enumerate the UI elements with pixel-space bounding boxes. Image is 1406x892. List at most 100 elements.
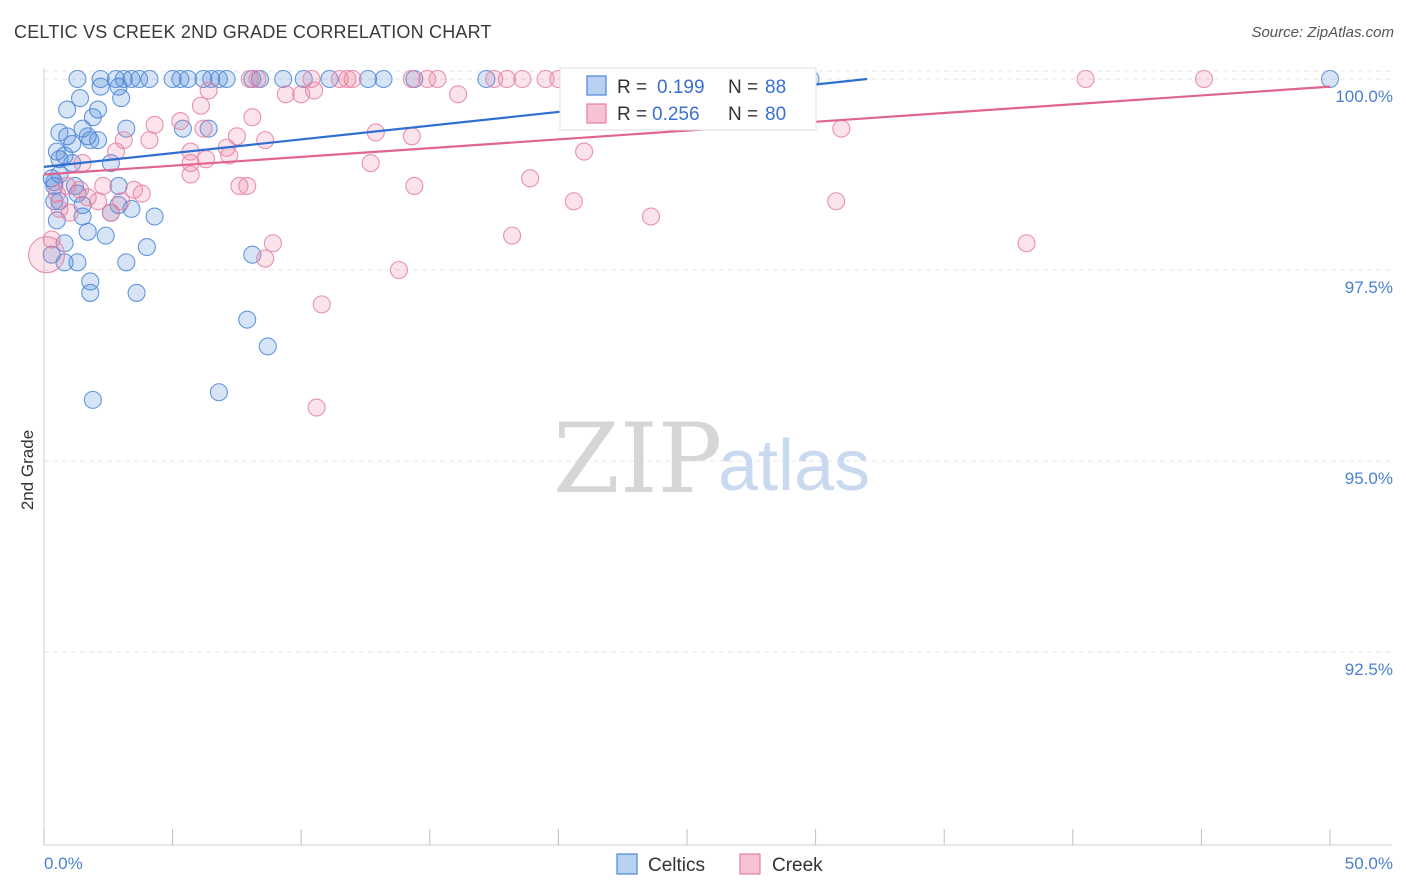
legend-n-label-creek: N = <box>728 104 758 125</box>
tick-labels: 92.5% 95.0% 97.5% 100.0% 0.0% 50.0% <box>44 87 1393 873</box>
legend-r-value-creek: 0.256 <box>652 104 700 125</box>
celtics-point <box>117 119 136 138</box>
creek-point <box>191 96 210 115</box>
creek-point <box>402 69 421 89</box>
creek-point <box>243 108 262 127</box>
creek-point <box>256 131 275 150</box>
creek-point <box>230 176 249 196</box>
creek-point <box>832 119 851 138</box>
creek-point <box>78 188 97 207</box>
creek-point <box>88 192 108 211</box>
celtics-point <box>130 69 149 89</box>
legend-n-value-celtics: 88 <box>765 77 786 98</box>
creek-point <box>312 295 331 314</box>
creek-point <box>42 230 61 249</box>
celtics-point <box>81 283 100 302</box>
celtics-point <box>274 69 293 89</box>
celtics-point <box>68 69 87 89</box>
celtics-point <box>145 207 164 226</box>
celtics-point <box>238 310 257 329</box>
creek-point <box>227 127 246 146</box>
x-tick-label: 50.0% <box>1345 854 1393 873</box>
legend-r-label-celtics: R = <box>617 77 647 98</box>
celtics-point <box>68 253 87 272</box>
bottom-legend-label-celtics: Celtics <box>648 855 705 876</box>
celtics-point <box>194 69 213 89</box>
creek-point <box>60 203 79 222</box>
axes <box>43 68 1392 846</box>
creek-point <box>94 176 113 196</box>
celtics-point <box>70 89 90 108</box>
chart-title: CELTIC VS CREEK 2ND GRADE CORRELATION CH… <box>14 22 492 42</box>
creek-point <box>330 69 349 89</box>
creek-point <box>405 176 424 196</box>
creek-point <box>70 180 90 199</box>
stats-legend: R = 0.199 N = 88 R = 0.256 N = 80 <box>559 67 817 131</box>
watermark-atlas: atlas <box>718 426 870 506</box>
creek-point <box>305 81 324 100</box>
creek-point <box>248 69 267 89</box>
celtics-point <box>202 69 221 89</box>
celtics-point <box>217 69 236 89</box>
creek-point <box>361 153 380 173</box>
celtics-point <box>374 69 393 89</box>
creek-point <box>132 184 151 203</box>
creek-point <box>338 69 357 89</box>
creek-point <box>307 398 326 417</box>
creek-point <box>428 69 447 89</box>
celtics-point <box>163 69 182 89</box>
creek-point <box>101 203 120 222</box>
celtics-point <box>91 69 110 89</box>
bottom-legend-swatch-celtics <box>616 853 638 875</box>
bottom-legend-label-creek: Creek <box>772 855 823 876</box>
celtics-point <box>359 69 378 89</box>
y-tick-label: 100.0% <box>1335 87 1393 106</box>
celtics-point <box>112 89 131 108</box>
creek-point <box>112 192 131 211</box>
creek-point <box>199 81 218 100</box>
y-tick-label: 97.5% <box>1345 278 1393 297</box>
creek-point <box>402 127 421 146</box>
creek-point <box>240 69 259 89</box>
creek-point <box>389 260 408 280</box>
gridlines <box>44 70 1392 653</box>
creek-point <box>145 115 164 134</box>
celtics-point <box>117 253 136 272</box>
legend-swatch-creek <box>586 103 607 124</box>
creek-point <box>827 192 846 211</box>
creek-point <box>503 226 522 245</box>
celtics-point <box>171 69 190 89</box>
creek-point <box>521 169 540 188</box>
creek-point <box>194 119 213 138</box>
creek-point <box>343 69 362 89</box>
x-tick-label: 0.0% <box>44 854 83 873</box>
watermark-zip: ZIP <box>553 403 722 515</box>
source-label: Source: ZipAtlas.com <box>1251 24 1394 41</box>
celtics-point <box>209 383 228 402</box>
y-axis-title: 2nd Grade <box>18 430 37 510</box>
celtics-point <box>178 69 198 89</box>
creek-point <box>641 207 661 226</box>
creek-point <box>575 142 594 161</box>
creek-point <box>449 85 468 104</box>
celtics-point <box>109 77 128 96</box>
creek-point <box>418 69 437 89</box>
celtics-point <box>91 77 110 96</box>
creek-point <box>485 69 504 89</box>
celtics-point <box>81 131 100 150</box>
celtics-point <box>127 283 146 302</box>
creek-point <box>263 234 282 253</box>
celtics-point <box>258 337 277 356</box>
celtics-point <box>83 390 102 409</box>
celtics-point <box>58 100 77 119</box>
creek-point <box>302 69 321 89</box>
creek-point <box>238 176 257 196</box>
legend-n-value-creek: 80 <box>765 104 786 125</box>
celtics-point <box>140 69 159 89</box>
creek-point <box>1076 69 1095 89</box>
celtics-point <box>83 108 102 127</box>
celtics-point <box>88 131 108 150</box>
legend-swatch-celtics <box>586 75 607 96</box>
creek-point <box>171 111 190 131</box>
